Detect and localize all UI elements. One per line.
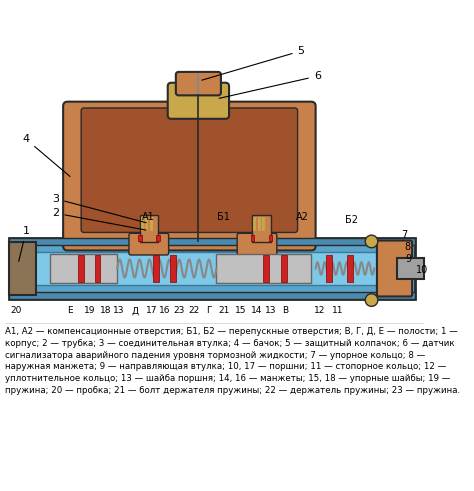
- Text: 15: 15: [235, 306, 246, 315]
- Text: Б1: Б1: [217, 212, 230, 221]
- Bar: [9, 238, 415, 245]
- Bar: [9, 238, 415, 299]
- Bar: [95, 255, 100, 282]
- FancyBboxPatch shape: [63, 102, 316, 250]
- Bar: [251, 235, 254, 241]
- Text: 20: 20: [10, 306, 22, 315]
- Text: 14: 14: [251, 306, 263, 315]
- Text: 16: 16: [159, 306, 171, 315]
- Text: 6: 6: [219, 71, 321, 98]
- Bar: [153, 255, 159, 282]
- Bar: [140, 215, 158, 243]
- Bar: [171, 255, 176, 282]
- Bar: [347, 255, 353, 282]
- FancyBboxPatch shape: [176, 72, 221, 95]
- Text: 18: 18: [100, 306, 111, 315]
- Bar: [79, 255, 84, 282]
- Text: Б2: Б2: [345, 215, 358, 225]
- Circle shape: [365, 235, 378, 248]
- FancyBboxPatch shape: [237, 233, 277, 255]
- Text: В: В: [282, 306, 288, 315]
- Text: 5: 5: [202, 46, 305, 80]
- FancyBboxPatch shape: [81, 108, 298, 232]
- Text: 17: 17: [146, 306, 157, 315]
- Bar: [397, 258, 424, 279]
- Bar: [50, 254, 117, 283]
- Text: Е: Е: [67, 306, 73, 315]
- Text: 9: 9: [406, 253, 412, 264]
- FancyBboxPatch shape: [168, 82, 229, 119]
- Text: 21: 21: [219, 306, 230, 315]
- Text: корпус; 2 — трубка; 3 — соединительная втулка; 4 — бачок; 5 — защитный колпачок;: корпус; 2 — трубка; 3 — соединительная в…: [5, 339, 454, 348]
- Bar: [269, 235, 273, 241]
- FancyBboxPatch shape: [377, 241, 412, 297]
- Circle shape: [365, 294, 378, 306]
- Bar: [217, 254, 311, 283]
- Text: 13: 13: [113, 306, 125, 315]
- Text: пружина; 20 — пробка; 21 — болт держателя пружины; 22 — держатель пружины; 23 — : пружина; 20 — пробка; 21 — болт держател…: [5, 386, 460, 395]
- Text: 13: 13: [265, 306, 276, 315]
- Text: А1: А1: [142, 212, 155, 221]
- Text: сигнализатора аварийного падения уровня тормозной жидкости; 7 — упорное кольцо; : сигнализатора аварийного падения уровня …: [5, 351, 425, 359]
- Bar: [138, 235, 142, 241]
- Text: уплотнительное кольцо; 13 — шайба поршня; 14, 16 — манжеты; 15, 18 — упорные шай: уплотнительное кольцо; 13 — шайба поршня…: [5, 374, 450, 383]
- Text: Д: Д: [132, 306, 139, 315]
- FancyBboxPatch shape: [129, 233, 169, 255]
- Bar: [9, 243, 36, 295]
- Text: 19: 19: [84, 306, 96, 315]
- Text: 10: 10: [416, 265, 428, 275]
- Bar: [282, 255, 287, 282]
- Text: 23: 23: [173, 306, 184, 315]
- Bar: [9, 292, 415, 299]
- Text: Г: Г: [207, 306, 212, 315]
- Text: 11: 11: [331, 306, 343, 315]
- Text: 7: 7: [401, 230, 408, 240]
- Bar: [156, 235, 160, 241]
- Text: 4: 4: [23, 134, 70, 177]
- Bar: [327, 255, 332, 282]
- Text: 2: 2: [52, 208, 146, 230]
- Text: А1, А2 — компенсационные отверстия; Б1, Б2 — перепускные отверстия; В, Г, Д, Е —: А1, А2 — компенсационные отверстия; Б1, …: [5, 327, 457, 336]
- Bar: [264, 255, 269, 282]
- Bar: [253, 215, 271, 243]
- Text: 3: 3: [52, 194, 146, 223]
- Text: наружная манжета; 9 — направляющая втулка; 10, 17 — поршни; 11 — стопорное кольц: наружная манжета; 9 — направляющая втулк…: [5, 362, 446, 371]
- Text: 8: 8: [404, 242, 410, 252]
- Text: 22: 22: [188, 306, 200, 315]
- Bar: [32, 252, 388, 285]
- Text: 1: 1: [18, 226, 29, 261]
- Text: 12: 12: [314, 306, 326, 315]
- Text: А2: А2: [296, 212, 309, 221]
